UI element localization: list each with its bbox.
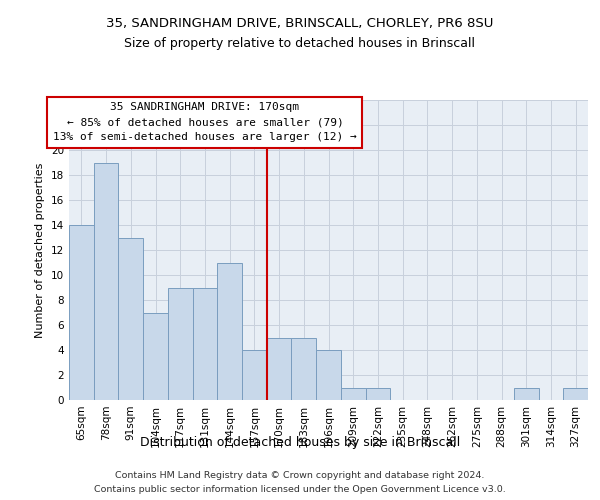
Bar: [193, 288, 217, 400]
Bar: [168, 288, 193, 400]
Bar: [341, 388, 365, 400]
Bar: [69, 225, 94, 400]
Y-axis label: Number of detached properties: Number of detached properties: [35, 162, 46, 338]
Text: 35, SANDRINGHAM DRIVE, BRINSCALL, CHORLEY, PR6 8SU: 35, SANDRINGHAM DRIVE, BRINSCALL, CHORLE…: [106, 18, 494, 30]
Bar: [365, 388, 390, 400]
Bar: [316, 350, 341, 400]
Text: Contains public sector information licensed under the Open Government Licence v3: Contains public sector information licen…: [94, 484, 506, 494]
Text: Size of property relative to detached houses in Brinscall: Size of property relative to detached ho…: [125, 38, 476, 51]
Bar: [217, 262, 242, 400]
Text: Contains HM Land Registry data © Crown copyright and database right 2024.: Contains HM Land Registry data © Crown c…: [115, 472, 485, 480]
Bar: [292, 338, 316, 400]
Bar: [94, 162, 118, 400]
Text: 35 SANDRINGHAM DRIVE: 170sqm
← 85% of detached houses are smaller (79)
13% of se: 35 SANDRINGHAM DRIVE: 170sqm ← 85% of de…: [53, 102, 357, 142]
Bar: [118, 238, 143, 400]
Bar: [242, 350, 267, 400]
Bar: [514, 388, 539, 400]
Bar: [563, 388, 588, 400]
Text: Distribution of detached houses by size in Brinscall: Distribution of detached houses by size …: [140, 436, 460, 449]
Bar: [267, 338, 292, 400]
Bar: [143, 312, 168, 400]
